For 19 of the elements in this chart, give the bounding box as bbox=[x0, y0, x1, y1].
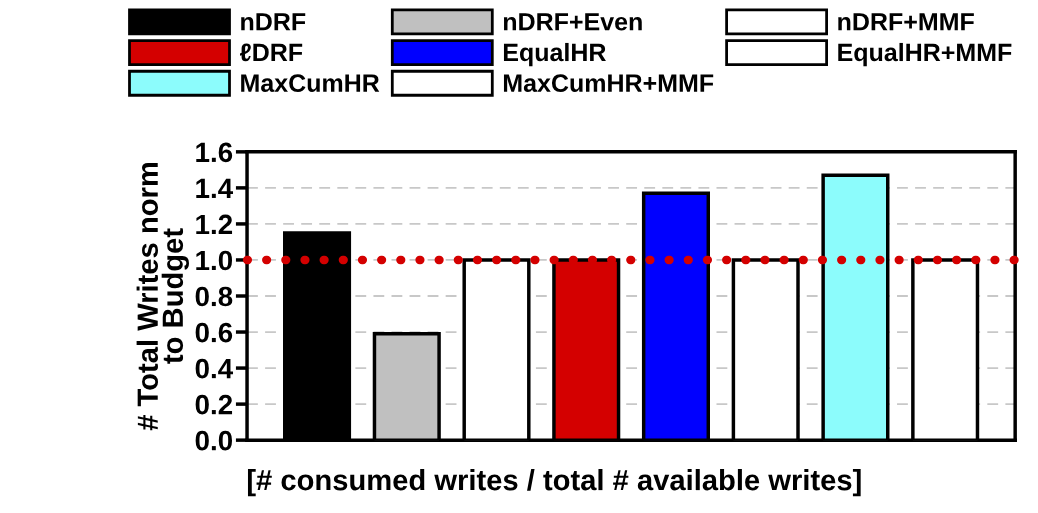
legend-label: ℓDRF bbox=[240, 43, 303, 62]
y-tick-label: 1.0 bbox=[196, 250, 233, 271]
legend-label: nDRF+MMF bbox=[838, 13, 974, 31]
y-tick-label: 0.2 bbox=[195, 394, 233, 415]
y-tick-label: 1.2 bbox=[196, 214, 233, 234]
legend-label: MaxCumHR bbox=[241, 74, 380, 92]
y-tick-label: 0.4 bbox=[195, 358, 234, 379]
y-tick-label: 0.0 bbox=[195, 430, 233, 451]
y-tick-label: 1.6 bbox=[196, 142, 233, 163]
y-tick-label: 0.8 bbox=[195, 286, 233, 307]
y-tick-label: 1.4 bbox=[196, 178, 234, 198]
legend-label: EqualHR bbox=[503, 42, 606, 67]
legend-label: MaxCumHR+MMF bbox=[503, 74, 714, 92]
y-tick-label: 0.6 bbox=[195, 322, 233, 343]
legend-label: nDRF bbox=[241, 13, 306, 31]
legend-label: nDRF+Even bbox=[503, 13, 642, 31]
legend-label: EqualHR+MMF bbox=[838, 42, 1012, 67]
x-axis-title: [# consumed writes / total # available writes] bbox=[247, 468, 861, 497]
y-axis-title: # Total Writes norm to Budget bbox=[136, 163, 189, 431]
